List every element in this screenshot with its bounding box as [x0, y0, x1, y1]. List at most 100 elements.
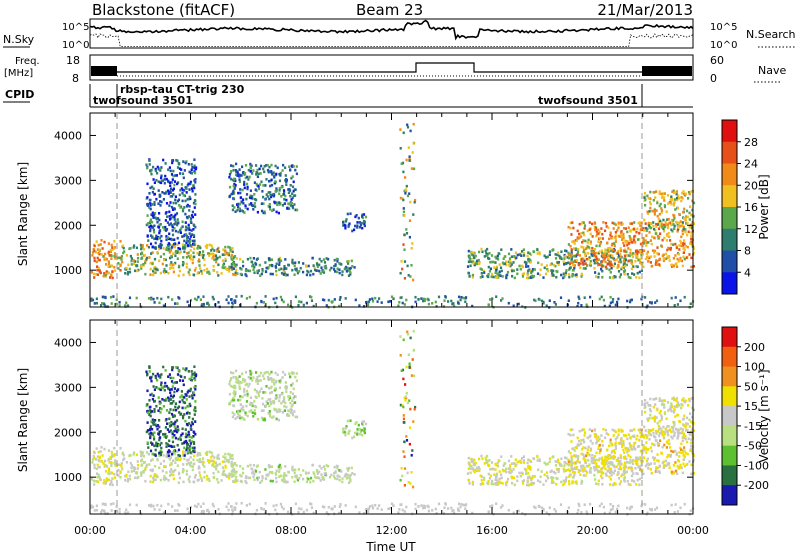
velocity-cell [97, 450, 100, 454]
power-cell [635, 276, 638, 279]
velocity-cell [253, 478, 256, 481]
velocity-cell [622, 473, 625, 476]
power-cell [245, 193, 249, 196]
velocity-cell [176, 464, 179, 467]
power-cell [185, 234, 188, 238]
velocity-cell [234, 392, 237, 396]
power-cell [688, 253, 691, 256]
power-cell [527, 265, 530, 268]
velocity-cell [353, 435, 356, 439]
power-cell [649, 202, 652, 206]
velocity-cell [93, 456, 96, 460]
power-cell [185, 232, 188, 236]
power-cell [155, 197, 158, 201]
power-cell [111, 270, 114, 273]
power-cell [356, 226, 359, 229]
colorbar-tick-label: 4 [744, 266, 751, 279]
velocity-cell [575, 446, 578, 449]
velocity-cell [169, 408, 172, 411]
velocity-cell [256, 476, 259, 480]
velocity-cell [660, 452, 663, 455]
power-cell [685, 222, 688, 225]
power-cell [653, 255, 656, 258]
velocity-cell [532, 481, 536, 485]
power-cell [275, 187, 278, 190]
power-cell [162, 247, 165, 250]
power-cell [597, 263, 600, 267]
power-cell [682, 192, 686, 196]
velocity-cell [184, 406, 187, 410]
velocity-cell [595, 482, 598, 485]
velocity-cell [241, 417, 245, 420]
velocity-cell [267, 398, 270, 401]
colorbar-segment [722, 250, 737, 273]
power-cell [278, 187, 281, 190]
power-cell [185, 215, 189, 219]
velocity-cell [601, 439, 604, 443]
power-cell [92, 248, 95, 251]
power-cell [167, 295, 170, 299]
velocity-cell [187, 446, 190, 450]
power-cell [95, 260, 98, 264]
velocity-cell [614, 443, 617, 446]
velocity-cell [349, 419, 352, 422]
velocity-cell [238, 380, 241, 383]
power-cell [167, 180, 170, 184]
power-cell [185, 262, 188, 266]
velocity-cell [165, 397, 168, 401]
power-cell [166, 243, 169, 247]
power-cell [610, 255, 613, 259]
velocity-cell [256, 478, 259, 482]
velocity-cell [623, 464, 626, 467]
velocity-cell [562, 467, 565, 471]
velocity-cell [172, 408, 175, 412]
power-cell [150, 172, 153, 176]
power-cell [147, 297, 151, 300]
velocity-cell [111, 483, 114, 487]
velocity-cell [169, 429, 172, 432]
velocity-cell [275, 480, 278, 484]
power-cell [264, 184, 267, 187]
velocity-cell [241, 378, 245, 382]
power-cell [171, 188, 175, 192]
velocity-cell [656, 441, 659, 445]
power-cell [564, 254, 567, 258]
power-cell [545, 264, 549, 267]
velocity-cell [486, 454, 489, 458]
power-cell [111, 276, 114, 280]
velocity-cell [675, 397, 678, 400]
power-cell [179, 172, 182, 175]
velocity-cell [149, 441, 153, 444]
velocity-cell [285, 387, 288, 391]
power-cell [165, 248, 168, 251]
velocity-cell [520, 471, 523, 475]
velocity-cell [149, 468, 152, 472]
velocity-cell [296, 478, 299, 482]
power-cell [506, 270, 510, 274]
power-cell [322, 258, 325, 261]
power-cell [593, 225, 596, 229]
power-cell [227, 295, 230, 298]
power-cell [159, 255, 162, 258]
power-cell [100, 253, 103, 256]
power-cell [135, 296, 138, 300]
velocity-cell [142, 454, 145, 458]
velocity-cell [346, 467, 349, 470]
velocity-cell [497, 459, 500, 462]
power-cell [622, 232, 625, 236]
power-cell [492, 260, 495, 264]
power-cell [620, 230, 623, 233]
power-cell [96, 268, 99, 272]
power-cell [638, 221, 641, 224]
power-cell [182, 176, 185, 180]
power-cell [616, 229, 619, 232]
power-cell [221, 266, 224, 269]
velocity-cell [602, 428, 605, 431]
velocity-cell [198, 458, 201, 461]
power-cell [189, 235, 192, 238]
velocity-cell [318, 470, 321, 474]
velocity-cell [518, 471, 521, 475]
power-cell [153, 230, 156, 234]
velocity-cell [162, 433, 165, 436]
power-cell [640, 227, 643, 230]
